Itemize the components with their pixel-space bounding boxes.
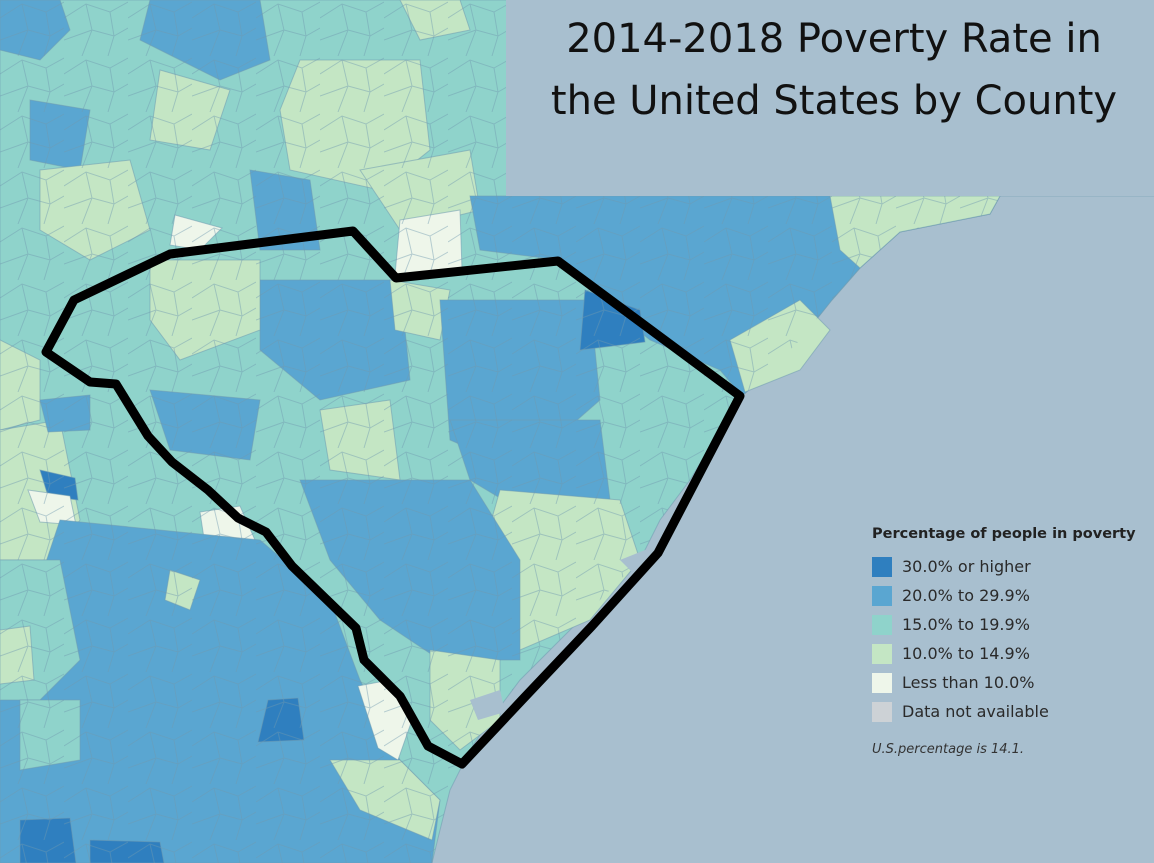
legend-items: 30.0% or higher 20.0% to 29.9% 15.0% to 19… [872,552,1152,726]
legend: Percentage of people in poverty 30.0% or… [872,526,1152,757]
legend-label: Less than 10.0% [902,673,1035,692]
state-outline [41,226,745,769]
legend-title: Percentage of people in poverty [872,526,1136,542]
legend-swatch [872,614,892,635]
coastal-inlet-2 [470,690,505,720]
map-title-line-1: 2014-2018 Poverty Rate in [566,16,1102,62]
legend-item[interactable]: 30.0% or higher [872,552,1152,581]
legend-swatch [872,585,892,606]
legend-label: 20.0% to 29.9% [902,586,1030,605]
legend-item[interactable]: 20.0% to 29.9% [872,581,1152,610]
legend-label: Data not available [902,702,1049,721]
legend-swatch [872,701,892,722]
legend-swatch [872,556,892,577]
legend-label: 10.0% to 14.9% [902,644,1030,663]
legend-swatch [872,643,892,664]
title-panel: 2014-2018 Poverty Rate in the United Stat… [506,0,1154,196]
legend-item[interactable]: 10.0% to 14.9% [872,639,1152,668]
legend-item[interactable]: Less than 10.0% [872,668,1152,697]
legend-swatch [872,672,892,693]
legend-label: 15.0% to 19.9% [902,615,1030,634]
legend-label: 30.0% or higher [902,557,1031,576]
us-percentage-note: U.S.percentage is 14.1. [872,742,1025,757]
map-title-line-2: the United States by County [550,78,1118,124]
map-title: 2014-2018 Poverty Rate in the United Stat… [514,8,1154,132]
legend-item[interactable]: Data not available [872,697,1152,726]
legend-item[interactable]: 15.0% to 19.9% [872,610,1152,639]
